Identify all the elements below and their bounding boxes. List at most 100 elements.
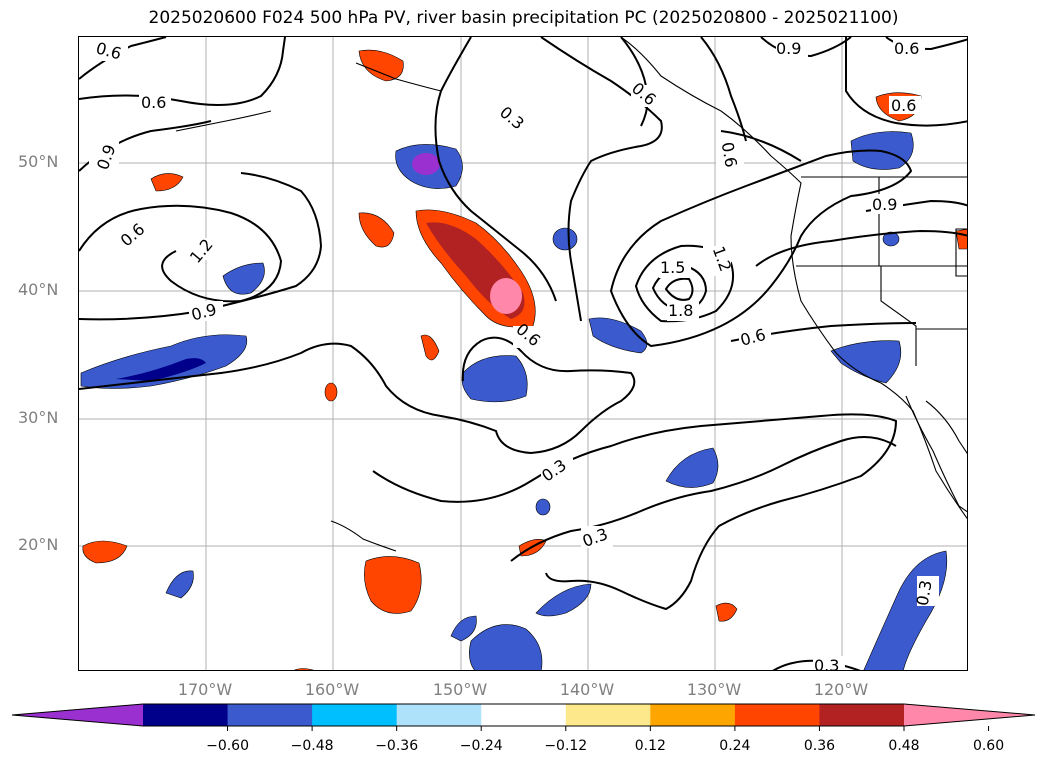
precip-negative-blob bbox=[469, 624, 543, 670]
pv-contour-line bbox=[609, 149, 913, 348]
contour-label: 1.8 bbox=[668, 301, 693, 320]
lon-label-150w: 150°W bbox=[432, 680, 488, 699]
colorbar-segment bbox=[396, 704, 482, 726]
pv-contour-line bbox=[372, 413, 898, 611]
pv-contour-line bbox=[79, 204, 283, 303]
precip-negative-blob bbox=[165, 570, 194, 599]
state-border bbox=[955, 228, 967, 277]
precip-negative-blob bbox=[222, 262, 265, 295]
colorbar-tick-label: −0.48 bbox=[290, 738, 334, 754]
colorbar-tick-label: 0.24 bbox=[719, 738, 751, 754]
lat-label-50n: 50°N bbox=[18, 152, 59, 171]
pv-contours bbox=[79, 37, 967, 670]
precip-negative-blob bbox=[552, 227, 578, 251]
precip-positive-blob bbox=[715, 602, 738, 622]
precip-negative-blob bbox=[80, 334, 248, 389]
map-title: 2025020600 F024 500 hPa PV, river basin … bbox=[148, 8, 899, 28]
lat-label-30n: 30°N bbox=[18, 408, 59, 427]
precip-positive-blob bbox=[358, 212, 395, 248]
map-panel: 0.6 0.6 0.9 0.6 1.2 0.9 0.3 0.6 0.6 0.9 … bbox=[78, 36, 968, 671]
lon-label-130w: 130°W bbox=[686, 680, 742, 699]
colorbar-extend-max bbox=[904, 704, 1035, 726]
state-border-ca-nv bbox=[880, 266, 917, 366]
precip-anomalies bbox=[80, 49, 967, 670]
precip-negative-blob bbox=[461, 355, 528, 403]
colorbar-segment bbox=[819, 704, 905, 726]
precip-negative-blob bbox=[450, 615, 477, 642]
pv-contour-line bbox=[755, 229, 967, 267]
precip-negative-blob bbox=[535, 498, 551, 516]
precip-negative-blob bbox=[535, 583, 592, 617]
colorbar-segment bbox=[481, 704, 567, 726]
contour-label: 0.6 bbox=[718, 140, 741, 168]
precip-positive-blob bbox=[364, 556, 422, 614]
colorbar-segment bbox=[312, 704, 398, 726]
precip-negative-blob bbox=[588, 317, 648, 354]
contour-label: 0.6 bbox=[894, 39, 919, 58]
colorbar-tick-label: −0.60 bbox=[206, 738, 249, 754]
colorbar-tick-label: 0.36 bbox=[803, 738, 836, 754]
colorbar-extend-min bbox=[12, 704, 143, 726]
contour-label: 0.3 bbox=[913, 579, 936, 607]
precip-negative-blob bbox=[830, 340, 902, 384]
contour-label: 0.3 bbox=[814, 656, 839, 671]
precip-max-core bbox=[490, 278, 522, 314]
hawaii-islands bbox=[330, 520, 397, 552]
lon-label-170w: 170°W bbox=[177, 680, 233, 699]
precip-positive-blob bbox=[955, 229, 967, 250]
precip-positive-blob bbox=[358, 49, 404, 82]
pv-contour-line bbox=[700, 37, 747, 142]
colorbar-tick-label: −0.24 bbox=[459, 738, 503, 754]
lon-label-140w: 140°W bbox=[559, 680, 615, 699]
pv-contour-line bbox=[510, 436, 897, 562]
precip-negative-core bbox=[412, 153, 440, 175]
pv-contour-line bbox=[664, 277, 694, 301]
pv-contour-line bbox=[79, 172, 323, 321]
contour-labels: 0.6 0.6 0.9 0.6 1.2 0.9 0.3 0.6 0.6 0.9 … bbox=[89, 38, 939, 671]
precip-positive-blob bbox=[420, 334, 440, 361]
colorbar-segment bbox=[565, 704, 651, 726]
colorbar-segment bbox=[143, 704, 229, 726]
pv-contour-line bbox=[720, 130, 802, 162]
precip-positive-blob bbox=[294, 668, 315, 670]
pv-contour-line bbox=[540, 37, 663, 322]
lat-label-20n: 20°N bbox=[18, 535, 59, 554]
lat-label-40n: 40°N bbox=[18, 280, 59, 299]
pv-contour-line bbox=[760, 37, 852, 58]
contour-label: 0.9 bbox=[872, 195, 897, 214]
colorbar-tick-label: 0.12 bbox=[634, 738, 666, 754]
aleutian-islands bbox=[175, 110, 272, 132]
map-canvas: 0.6 0.6 0.9 0.6 1.2 0.9 0.3 0.6 0.6 0.9 … bbox=[79, 37, 967, 671]
contour-label: 0.6 bbox=[141, 93, 166, 112]
precip-negative-blob bbox=[665, 447, 719, 488]
colorbar-segment bbox=[734, 704, 820, 726]
colorbar-segment bbox=[227, 704, 313, 726]
contour-label: 0.6 bbox=[891, 96, 916, 115]
lon-label-160w: 160°W bbox=[304, 680, 360, 699]
pv-contour-line bbox=[634, 244, 735, 323]
pv-contour-line bbox=[434, 37, 557, 302]
colorbar-tick-label: 0.60 bbox=[972, 738, 1005, 754]
colorbar-segment bbox=[650, 704, 736, 726]
colorbar-tick-label: 0.48 bbox=[888, 738, 920, 754]
colorbar-outline bbox=[11, 703, 1036, 727]
precip-negative-core bbox=[116, 358, 206, 381]
gulf-of-california-coastline bbox=[925, 400, 967, 454]
precip-negative-blob bbox=[863, 550, 948, 670]
contour-label: 0.9 bbox=[776, 39, 801, 58]
pv-contour-line bbox=[79, 37, 167, 80]
pv-contour-line bbox=[79, 336, 636, 455]
colorbar-tick-label: −0.36 bbox=[375, 738, 419, 754]
alaska-coastline bbox=[355, 62, 442, 92]
lon-label-120w: 120°W bbox=[813, 680, 869, 699]
contour-label: 1.5 bbox=[660, 258, 685, 277]
pv-contour-line bbox=[79, 37, 286, 106]
pv-contour-line bbox=[845, 37, 967, 127]
colorbar-tick-label: −0.12 bbox=[544, 738, 588, 754]
coastlines bbox=[175, 37, 967, 552]
precip-positive-blob bbox=[324, 382, 338, 402]
precip-positive-blob bbox=[150, 173, 184, 192]
precip-negative-blob bbox=[882, 231, 900, 247]
baja-california-coastline bbox=[905, 395, 967, 513]
precip-positive-blob bbox=[82, 540, 128, 564]
